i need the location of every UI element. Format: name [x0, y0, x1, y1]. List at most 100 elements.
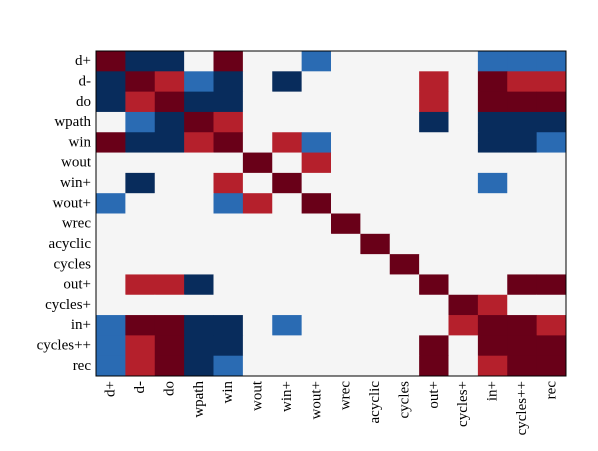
heatmap-cell-win-wout+: [301, 132, 332, 153]
y-axis-tick-labels: d+ d-do wpath win wout win+ wout+ wrec acyclic cy…: [37, 53, 92, 374]
heatmap-cell-d--in+: [477, 71, 508, 93]
x-tick-label: rec: [543, 381, 559, 400]
heatmap-cell-rec-win: [213, 355, 244, 377]
heatmap-cell-d--d-: [125, 71, 156, 93]
x-tick-label: wrec: [338, 381, 354, 410]
heatmap-cell-wout-win+: [272, 152, 303, 174]
heatmap-cell-cycles+-wout+: [301, 294, 332, 316]
heatmap-cell-wout+-cycles+: [448, 193, 479, 214]
y-tick-label: out+: [63, 277, 91, 293]
heatmap-cell-do-wpath: [184, 91, 214, 113]
heatmap-cell-d+-cycles: [389, 51, 420, 72]
heatmap-cell-wout-rec: [536, 152, 567, 174]
heatmap-cell-cycles++-do: [154, 335, 185, 357]
heatmap-cell-win-wpath: [184, 132, 214, 153]
heatmap-cell-wpath-wrec: [331, 111, 361, 133]
heatmap-cell-do-rec: [536, 91, 567, 113]
heatmap-cell-wout+-cycles++: [507, 193, 538, 214]
heatmap-cell-wpath-do: [154, 111, 185, 133]
heatmap-cell-wout-wrec: [331, 152, 361, 174]
heatmap-cell-wout-win: [213, 152, 244, 174]
heatmap-cell-cycles-wpath: [184, 254, 214, 275]
heatmap-cell-acyclic-wout+: [301, 233, 332, 255]
heatmap-cell-rec-wout+: [301, 355, 332, 377]
heatmap-cell-out+-d-: [125, 274, 156, 296]
heatmap-cell-rec-d-: [125, 355, 156, 377]
heatmap-cell-wrec-wrec: [331, 213, 361, 235]
heatmap-cell-win-cycles+: [448, 132, 479, 153]
heatmap-cell-cycles++-win: [213, 335, 244, 357]
heatmap-cell-do-win: [213, 91, 244, 113]
heatmap-cell-wrec-win: [213, 213, 244, 235]
y-tick-label: wpath: [54, 114, 91, 130]
heatmap-cell-d--out+: [419, 71, 449, 93]
heatmap-cell-cycles++-rec: [536, 335, 567, 357]
heatmap-cell-wpath-wout+: [301, 111, 332, 133]
heatmap-cell-in+-wrec: [331, 315, 361, 336]
heatmap-cell-acyclic-out+: [419, 233, 449, 255]
heatmap-cell-d+-wrec: [331, 51, 361, 72]
heatmap-cell-wout-do: [154, 152, 185, 174]
x-tick-label: wout: [250, 380, 266, 411]
y-tick-label: rec: [73, 358, 92, 374]
heatmap-cell-rec-wpath: [184, 355, 214, 377]
heatmap-cell-d+-out+: [419, 51, 449, 72]
heatmap-cell-cycles-cycles: [389, 254, 420, 275]
heatmap-cell-wrec-rec: [536, 213, 567, 235]
heatmap-cell-win+-cycles++: [507, 172, 538, 194]
heatmap-cell-wpath-rec: [536, 111, 567, 133]
heatmap-cell-acyclic-win: [213, 233, 244, 255]
heatmap-cell-rec-cycles++: [507, 355, 538, 377]
heatmap-cell-d--do: [154, 71, 185, 93]
x-tick-label: win+: [279, 381, 295, 412]
heatmap-cell-cycles-wrec: [331, 254, 361, 275]
heatmap-cell-in+-wpath: [184, 315, 214, 336]
heatmap-cell-out+-cycles: [389, 274, 420, 296]
heatmap-cell-cycles-rec: [536, 254, 567, 275]
heatmap-cell-in+-win: [213, 315, 244, 336]
heatmap-cell-win+-cycles: [389, 172, 420, 194]
heatmap-cell-wout-wout+: [301, 152, 332, 174]
heatmap-cell-acyclic-win+: [272, 233, 303, 255]
heatmap-cell-wout+-win: [213, 193, 244, 214]
heatmap-cell-cycles++-wout+: [301, 335, 332, 357]
heatmap-cell-wout+-wrec: [331, 193, 361, 214]
heatmap-cell-in+-wout+: [301, 315, 332, 336]
x-tick-label: out+: [426, 381, 442, 409]
heatmap-cell-rec-d+: [96, 355, 126, 377]
heatmap-cell-in+-win+: [272, 315, 303, 336]
heatmap-cell-win+-in+: [477, 172, 508, 194]
heatmap-cell-wpath-wpath: [184, 111, 214, 133]
heatmap-cell-win-wrec: [331, 132, 361, 153]
heatmap-cell-win-win+: [272, 132, 303, 153]
x-tick-label: win: [220, 381, 236, 404]
heatmap-cell-win-cycles++: [507, 132, 538, 153]
heatmap-cell-wpath-in+: [477, 111, 508, 133]
heatmap-cell-cycles+-rec: [536, 294, 567, 316]
heatmap-cell-win-cycles: [389, 132, 420, 153]
heatmap-cell-rec-wrec: [331, 355, 361, 377]
heatmap-cell-acyclic-cycles+: [448, 233, 479, 255]
heatmap-cell-do-in+: [477, 91, 508, 113]
heatmap-cell-wout+-rec: [536, 193, 567, 214]
heatmap-cell-d--wpath: [184, 71, 214, 93]
heatmap-cell-d+-cycles++: [507, 51, 538, 72]
heatmap-cell-wout+-d+: [96, 193, 126, 214]
heatmap-cell-d--rec: [536, 71, 567, 93]
heatmap-cell-acyclic-wpath: [184, 233, 214, 255]
heatmap-cell-do-out+: [419, 91, 449, 113]
heatmap-cell-d--acyclic: [360, 71, 391, 93]
heatmap-cell-in+-cycles: [389, 315, 420, 336]
heatmap-cell-acyclic-cycles: [389, 233, 420, 255]
heatmap-cell-acyclic-d+: [96, 233, 126, 255]
heatmap-cell-win+-out+: [419, 172, 449, 194]
y-tick-label: wrec: [62, 216, 91, 232]
heatmap-cell-cycles-win: [213, 254, 244, 275]
heatmap-cell-rec-acyclic: [360, 355, 391, 377]
y-tick-label: win+: [60, 175, 91, 191]
heatmap-cell-wout-wpath: [184, 152, 214, 174]
heatmap-cell-wout+-wout+: [301, 193, 332, 214]
heatmap-cell-wout+-acyclic: [360, 193, 391, 214]
heatmap-cell-d--win+: [272, 71, 303, 93]
heatmap-cell-cycles+-in+: [477, 294, 508, 316]
